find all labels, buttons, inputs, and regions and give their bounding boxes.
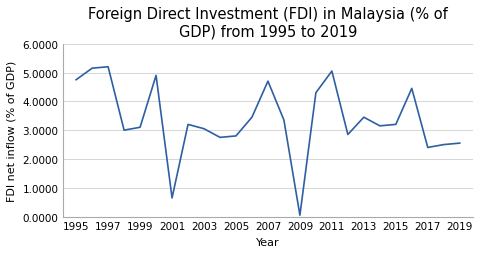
Title: Foreign Direct Investment (FDI) in Malaysia (% of
GDP) from 1995 to 2019: Foreign Direct Investment (FDI) in Malay… (88, 7, 447, 39)
X-axis label: Year: Year (255, 237, 279, 247)
Y-axis label: FDI net inflow (% of GDP): FDI net inflow (% of GDP) (7, 60, 17, 201)
